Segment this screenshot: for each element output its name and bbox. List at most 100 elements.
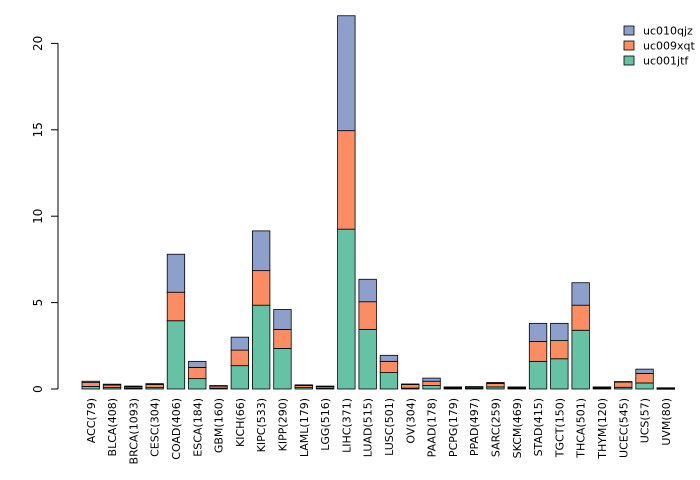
bar-segment bbox=[188, 378, 207, 390]
bar-segment bbox=[124, 385, 143, 388]
bar-segment bbox=[635, 382, 654, 390]
bar-segment bbox=[337, 228, 356, 390]
x-tick-label: LGG(516) bbox=[319, 398, 332, 451]
x-tick-label: LUAD(515) bbox=[362, 398, 375, 457]
bar-segment bbox=[294, 384, 313, 386]
x-tick-label: PCPG(179) bbox=[447, 398, 460, 457]
x-axis-labels: ACC(79) BLCA(408) BRCA(1093) CESC(304) COAD(… bbox=[85, 398, 673, 464]
bar-segment bbox=[379, 354, 399, 362]
bar-segment bbox=[358, 328, 377, 390]
x-tick-label: ACC(79) bbox=[85, 398, 98, 443]
legend-label: uc001jtf bbox=[643, 55, 689, 68]
bar-segment bbox=[337, 15, 356, 132]
bar-segment bbox=[528, 360, 548, 390]
x-tick-label: KICH(66) bbox=[234, 398, 247, 447]
bar-segment bbox=[102, 383, 122, 386]
bar-segment bbox=[422, 377, 441, 382]
bar-segment bbox=[635, 373, 654, 384]
bar-segment bbox=[273, 309, 292, 330]
bar-segment bbox=[614, 381, 633, 383]
x-tick-label: OV(304) bbox=[404, 398, 417, 444]
y-tick-label: 20 bbox=[31, 36, 45, 51]
legend-swatch bbox=[623, 40, 635, 51]
bar-segment bbox=[251, 304, 271, 390]
x-tick-label: BLCA(408) bbox=[106, 398, 119, 456]
x-tick-label: TGCT(150) bbox=[553, 398, 566, 458]
bar-segment bbox=[486, 382, 505, 384]
bar-segment bbox=[337, 130, 356, 230]
bar-segment bbox=[571, 329, 590, 390]
bar-segment bbox=[166, 320, 186, 390]
bar-segment bbox=[273, 328, 292, 349]
bar-segment bbox=[230, 336, 250, 351]
bar-segment bbox=[166, 291, 186, 322]
bar-segment bbox=[230, 349, 250, 367]
bar-segment bbox=[251, 270, 271, 306]
bar-segment bbox=[550, 322, 569, 342]
bar-segment bbox=[401, 383, 420, 385]
bar-segment bbox=[379, 372, 399, 390]
legend-swatch bbox=[623, 25, 635, 36]
legend-label: uc010qjz bbox=[643, 25, 693, 38]
legend-swatch bbox=[623, 55, 635, 66]
x-tick-label: COAD(406) bbox=[170, 398, 183, 460]
bar-segment bbox=[209, 385, 228, 387]
x-tick-label: KIPC(533) bbox=[255, 398, 268, 452]
y-tick-label: 0 bbox=[31, 385, 45, 393]
y-axis: 0 5 10 15 20 bbox=[31, 36, 59, 393]
y-tick-label: 15 bbox=[31, 122, 45, 137]
bar-segment bbox=[145, 383, 164, 385]
bar-segment bbox=[550, 358, 569, 390]
bar-segment bbox=[422, 380, 441, 386]
legend-label: uc009xqt bbox=[643, 40, 696, 53]
bar-segment bbox=[230, 365, 250, 390]
bar-segment bbox=[145, 384, 164, 389]
bars bbox=[81, 15, 675, 390]
bar-segment bbox=[166, 253, 186, 293]
x-tick-label: UVM(80) bbox=[660, 398, 673, 446]
bar-segment bbox=[656, 387, 675, 389]
bar-segment bbox=[507, 386, 526, 388]
bar-segment bbox=[528, 341, 548, 362]
bar-segment bbox=[273, 347, 292, 390]
bar-segment bbox=[635, 368, 654, 374]
bar-segment bbox=[188, 360, 207, 368]
x-tick-label: PPAD(497) bbox=[468, 398, 481, 456]
bar-segment bbox=[251, 230, 271, 272]
x-tick-label: LUSC(501) bbox=[383, 398, 396, 456]
x-tick-label: SARC(259) bbox=[489, 398, 502, 457]
bar-segment bbox=[358, 278, 377, 303]
x-tick-label: PAAD(178) bbox=[426, 398, 439, 457]
x-tick-label: ESCA(184) bbox=[191, 398, 204, 457]
legend: uc010qjz uc009xqt uc001jtf bbox=[623, 25, 696, 68]
x-tick-label: THCA(501) bbox=[575, 398, 588, 459]
bar-segment bbox=[550, 340, 569, 360]
y-tick-label: 10 bbox=[31, 209, 45, 224]
bar-segment bbox=[592, 386, 612, 388]
y-tick-label: 5 bbox=[31, 299, 45, 307]
x-tick-label: STAD(415) bbox=[532, 398, 545, 456]
x-tick-label: LIHC(371) bbox=[340, 398, 353, 453]
bar-segment bbox=[81, 380, 100, 384]
x-tick-label: SKCM(469) bbox=[511, 398, 524, 458]
bar-segment bbox=[188, 366, 207, 380]
bar-segment bbox=[358, 301, 377, 330]
bar-segment bbox=[422, 385, 441, 390]
bar-segment bbox=[81, 382, 100, 387]
x-tick-label: BRCA(1093) bbox=[127, 398, 140, 464]
x-tick-label: CESC(304) bbox=[149, 398, 162, 457]
bar-segment bbox=[486, 383, 505, 388]
x-tick-label: LAML(179) bbox=[298, 398, 311, 457]
x-tick-label: THYM(120) bbox=[596, 398, 609, 460]
bar-segment bbox=[464, 386, 484, 388]
x-tick-label: UCEC(545) bbox=[617, 398, 630, 458]
bar-segment bbox=[315, 385, 335, 388]
bar-segment bbox=[614, 381, 633, 388]
bar-segment bbox=[443, 386, 463, 388]
x-tick-label: GBM(160) bbox=[213, 398, 226, 453]
bar-segment bbox=[571, 282, 590, 306]
x-tick-label: UCS(57) bbox=[639, 398, 652, 443]
bar-segment bbox=[528, 322, 548, 342]
x-tick-label: KIPP(290) bbox=[276, 398, 289, 451]
